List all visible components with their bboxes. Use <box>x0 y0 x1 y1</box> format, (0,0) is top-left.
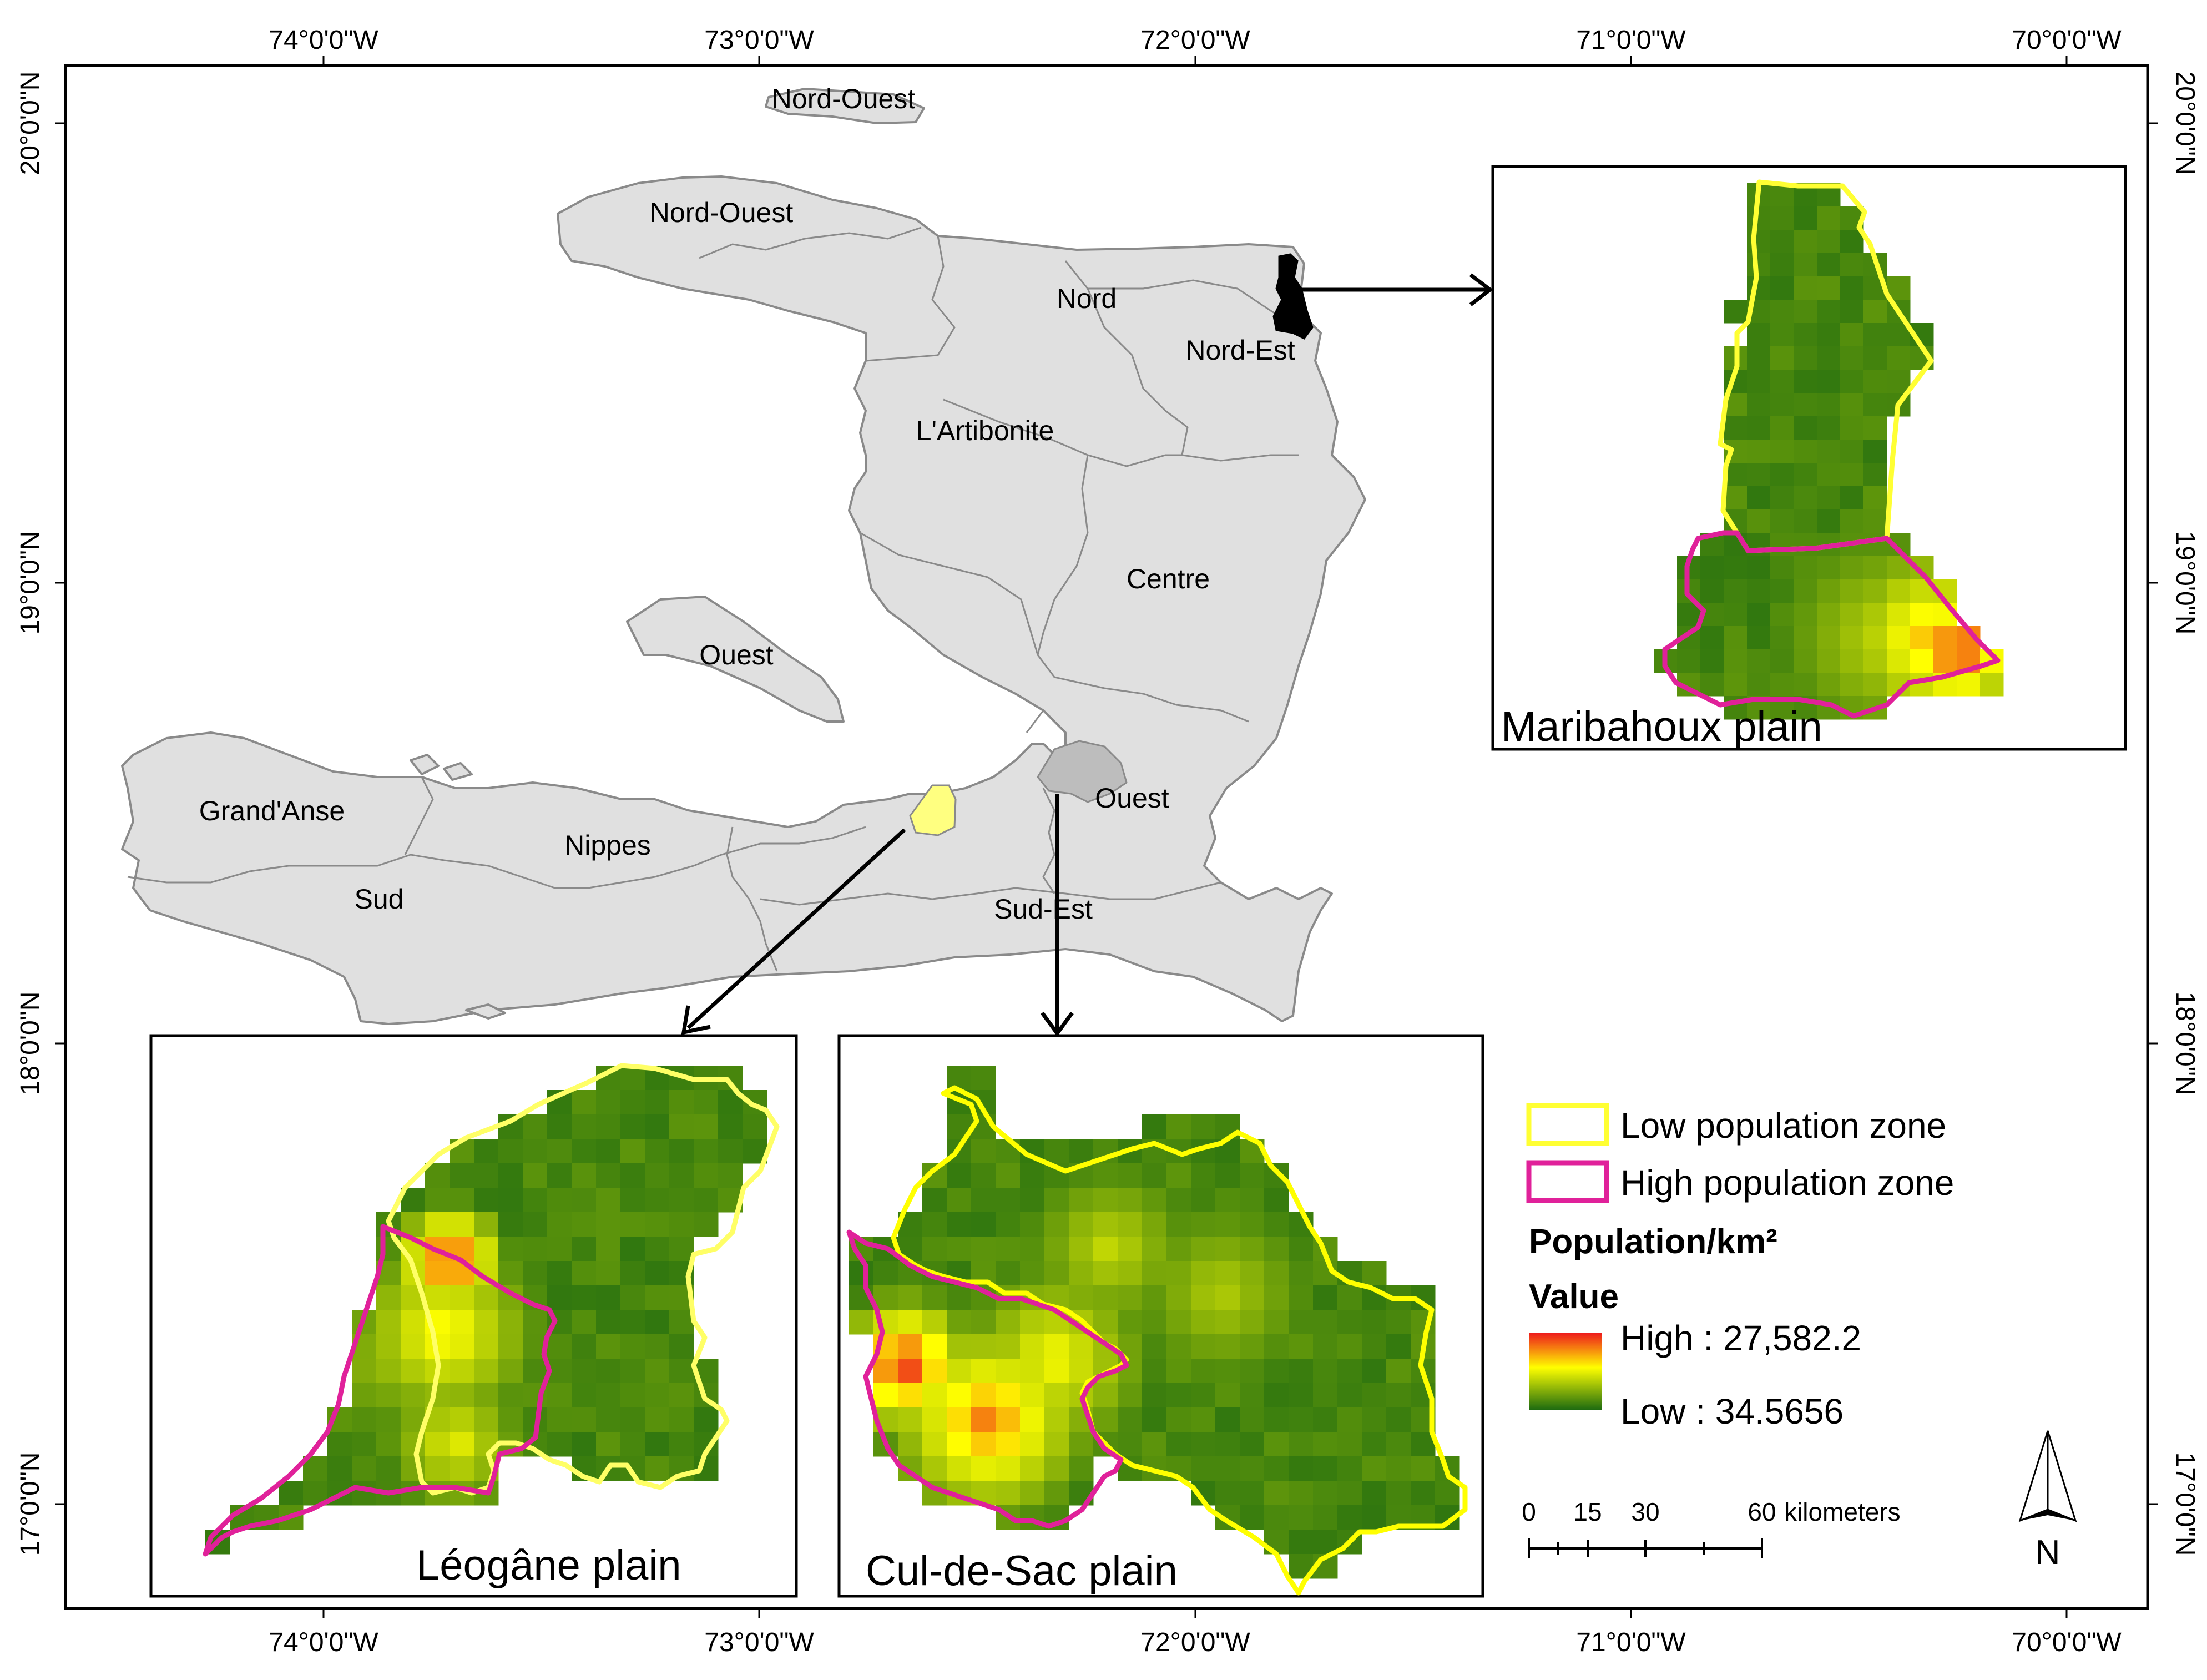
island-gonave <box>626 596 845 723</box>
culdesac-marker <box>1037 740 1128 803</box>
legend-label-high-zone: High population zone <box>1620 1163 1954 1203</box>
scale-tick-label: 60 <box>1748 1497 1776 1526</box>
lon-label-top: 73°0'0"W <box>704 26 814 55</box>
region-label: Ouest <box>699 639 774 670</box>
region-label: Sud <box>355 884 404 915</box>
scale-tick-label: 0 <box>1522 1497 1536 1526</box>
graticule-labels: 74°0'0"W 73°0'0"W 72°0'0"W 71°0'0"W 70°0… <box>16 26 2200 1657</box>
culdesac-high-zone-outline <box>846 1229 1129 1529</box>
legend-value-title: Value <box>1529 1278 1619 1316</box>
leogane-marker <box>909 784 957 836</box>
legend-color-ramp <box>1529 1333 1602 1410</box>
lon-label-bottom: 73°0'0"W <box>704 1628 814 1657</box>
inset-title: Cul-de-Sac plain <box>866 1547 1178 1595</box>
lon-label-bottom: 72°0'0"W <box>1140 1628 1250 1657</box>
scale-unit-label: kilometers <box>1784 1497 1901 1526</box>
legend-high-value: High : 27,582.2 <box>1620 1318 1861 1358</box>
region-label: L'Artibonite <box>916 415 1054 446</box>
maribahoux-high-zone-outline <box>1662 530 2001 719</box>
north-label: N <box>2036 1533 2060 1572</box>
lat-label-left: 19°0'0"N <box>16 531 45 635</box>
inset-title: Maribahoux plain <box>1501 703 1822 750</box>
island-ile-a-vache <box>465 1003 506 1020</box>
maribahoux-density-raster <box>1654 183 2004 720</box>
inset-maribahoux: Maribahoux plain <box>1491 165 2127 751</box>
lon-label-top: 74°0'0"W <box>269 26 378 55</box>
lat-label-right: 18°0'0"N <box>2170 992 2200 1096</box>
lon-label-bottom: 70°0'0"W <box>2012 1628 2122 1657</box>
region-label: Nippes <box>564 830 651 861</box>
lon-label-bottom: 71°0'0"W <box>1576 1628 1686 1657</box>
maribahoux-marker <box>1272 253 1314 340</box>
lat-label-right: 19°0'0"N <box>2170 531 2200 635</box>
leogane-high-zone-outline <box>203 1224 558 1557</box>
legend-label-low-zone: Low population zone <box>1620 1106 1946 1146</box>
region-label: Nord-Ouest <box>650 197 794 228</box>
legend-swatch-low-zone <box>1526 1103 1609 1146</box>
leogane-low-zone-outline <box>386 1063 780 1496</box>
lon-label-top: 70°0'0"W <box>2012 26 2122 55</box>
inset-title: Léogâne plain <box>416 1542 681 1589</box>
lat-label-left: 17°0'0"N <box>16 1452 45 1556</box>
region-label: Nord-Est <box>1185 335 1295 366</box>
region-label: Sud-Est <box>994 894 1093 925</box>
scale-tick-label: 15 <box>1573 1497 1602 1526</box>
region-label: Ouest <box>1095 783 1169 814</box>
lat-label-left: 18°0'0"N <box>16 992 45 1096</box>
legend: Low population zone High population zone… <box>1526 1103 1954 1431</box>
region-label: Centre <box>1127 563 1210 594</box>
island-cayemites <box>443 762 473 781</box>
lat-label-right: 17°0'0"N <box>2170 1452 2200 1556</box>
lon-label-bottom: 74°0'0"W <box>269 1628 378 1657</box>
scale-tick-label: 30 <box>1631 1497 1659 1526</box>
scale-bar: 0 15 30 60 kilometers <box>1522 1497 1901 1558</box>
lat-label-left: 20°0'0"N <box>16 72 45 175</box>
department-borders <box>127 226 1299 972</box>
lon-label-top: 72°0'0"W <box>1140 26 1250 55</box>
island-tortuga <box>765 88 925 124</box>
legend-swatch-high-zone <box>1526 1160 1609 1203</box>
legend-low-value: Low : 34.5656 <box>1620 1391 1844 1431</box>
north-arrow: N <box>2018 1430 2077 1572</box>
region-labels: Nord-Ouest Nord-Ouest Nord Nord-Est L'Ar… <box>199 83 1295 925</box>
legend-field-title: Population/km² <box>1529 1223 1777 1261</box>
island-cayemites <box>410 754 440 775</box>
region-label: Nord-Ouest <box>772 83 916 114</box>
lat-label-right: 20°0'0"N <box>2170 72 2200 175</box>
inset-arrows <box>681 273 1493 1037</box>
inset-culdesac: Cul-de-Sac plain <box>837 1034 1484 1598</box>
region-label: Grand'Anse <box>199 795 345 826</box>
inset-leogane: Léogâne plain <box>149 1034 798 1598</box>
graticule-ticks <box>55 56 2158 1618</box>
lon-label-top: 71°0'0"W <box>1576 26 1686 55</box>
region-label: Nord <box>1057 283 1117 314</box>
